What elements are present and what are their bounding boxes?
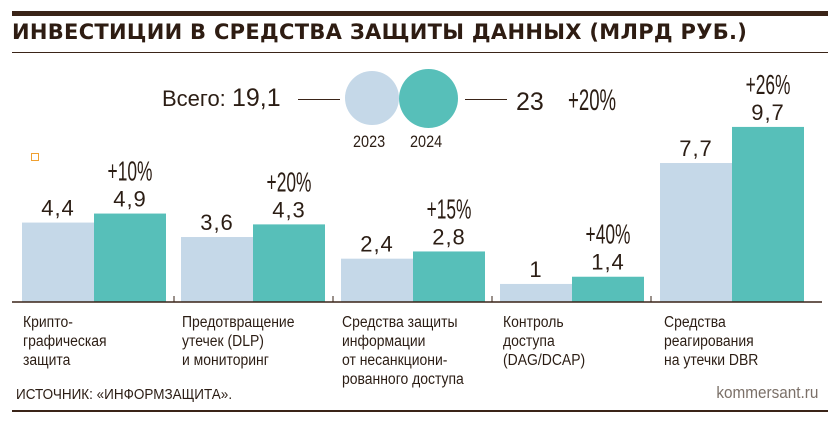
total-2023-value: 19,1	[231, 84, 281, 112]
bar-2023-4	[500, 283, 572, 302]
category-label-line: Средства	[664, 314, 726, 331]
change-label-5: +26%	[746, 69, 791, 100]
total-2024-value: 23	[516, 88, 544, 116]
category-label-2: Предотвращение утечек (DLP) и мониторинг	[182, 313, 294, 370]
top-rule	[12, 11, 828, 16]
category-label-line: и мониторинг	[182, 352, 269, 369]
total-label: Всего:	[162, 86, 226, 111]
category-label-line: Предотвращение	[182, 314, 295, 331]
bottom-rule	[12, 410, 828, 412]
connector-line-left	[298, 99, 340, 100]
connector-line-right	[465, 99, 507, 100]
bar-2024-4	[572, 276, 644, 302]
category-label-5: Средства реагирования на утечки DBR	[664, 313, 758, 370]
bar-2023-2	[181, 237, 253, 302]
category-label-line: Контроль	[503, 314, 564, 331]
legend-label-2024: 2024	[410, 132, 443, 151]
change-label-1: +10%	[108, 155, 153, 186]
marker-square	[31, 153, 39, 161]
category-label-line: графическая	[23, 333, 107, 350]
category-label-line: утечек (DLP)	[182, 333, 264, 350]
total-2024: 23 +20%	[516, 84, 645, 118]
category-label-line: от несанкциони-	[342, 352, 448, 369]
value-label-2024-1: 4,9	[113, 187, 147, 212]
category-label-line: на утечки DBR	[664, 352, 759, 369]
bar-2024-3	[413, 251, 485, 302]
value-label-2024-2: 4,3	[272, 197, 306, 222]
legend-circle-2024	[399, 69, 458, 128]
total-change: +20%	[567, 84, 616, 117]
bar-2024-5	[732, 126, 804, 302]
bar-2023-3	[341, 258, 413, 302]
bar-2023-5	[660, 163, 732, 302]
change-label-3: +15%	[427, 193, 472, 224]
category-label-line: доступа	[503, 333, 555, 350]
value-label-2023-4: 1	[529, 257, 542, 282]
source-note: ИСТОЧНИК: «ИНФОРМЗАЩИТА».	[16, 386, 233, 403]
bar-2024-2	[253, 224, 325, 302]
legend-label-2023: 2023	[353, 132, 386, 151]
value-label-2023-1: 4,4	[41, 196, 75, 221]
bar-2023-1	[22, 222, 94, 302]
category-label-line: Средства защиты	[342, 314, 458, 331]
category-label-line: защита	[23, 352, 71, 369]
category-label-line: реагирования	[664, 333, 754, 350]
chart-title: ИНВЕСТИЦИИ В СРЕДСТВА ЗАЩИТЫ ДАННЫХ (МЛР…	[12, 20, 748, 44]
category-label-4: Контроль доступа (DAG/DCAP)	[503, 313, 585, 370]
value-label-2023-3: 2,4	[360, 232, 394, 257]
value-label-2023-2: 3,6	[200, 210, 234, 235]
total-2023: Всего: 19,1	[162, 84, 281, 113]
bar-2024-1	[94, 213, 166, 302]
category-label-3: Средства защиты информации от несанкциони-…	[342, 313, 464, 389]
value-label-2024-5: 9,7	[751, 100, 785, 125]
change-label-4: +40%	[586, 218, 631, 249]
category-label-line: (DAG/DCAP)	[503, 352, 586, 369]
category-label-line: Крипто-	[23, 314, 73, 331]
brand-label: kommersant.ru	[715, 383, 818, 402]
legend-circle-2023	[345, 71, 399, 125]
category-label-line: рованного доступа	[342, 371, 464, 388]
value-label-2024-3: 2,8	[432, 224, 466, 249]
title-rule	[12, 52, 828, 53]
category-label-line: информации	[342, 333, 426, 350]
value-label-2024-4: 1,4	[591, 250, 625, 275]
category-label-1: Крипто-графическая защита	[23, 313, 107, 370]
value-label-2023-5: 7,7	[679, 136, 713, 161]
change-label-2: +20%	[267, 166, 312, 197]
